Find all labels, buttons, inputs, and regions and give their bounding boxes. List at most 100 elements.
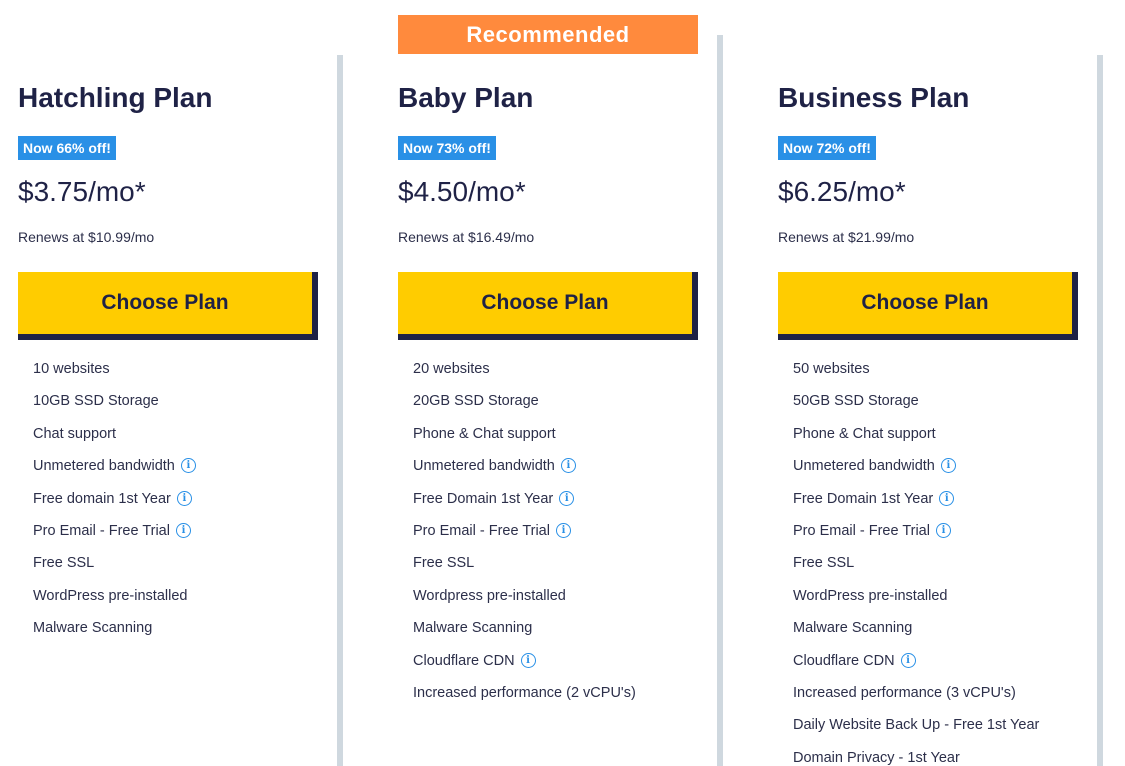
feature-text: Free domain 1st Year: [33, 490, 171, 507]
feature-item: Pro Email - Free Trial i: [413, 520, 636, 552]
choose-plan-button[interactable]: Choose Plan: [398, 272, 698, 340]
feature-text: Increased performance (2 vCPU's): [413, 684, 636, 701]
feature-text: Daily Website Back Up - Free 1st Year: [793, 717, 1040, 734]
feature-text: 20GB SSD Storage: [413, 393, 539, 410]
feature-item: 20GB SSD Storage: [413, 390, 636, 422]
feature-list: 20 websites 20GB SSD Storage Phone & Cha…: [413, 358, 636, 714]
info-icon[interactable]: i: [900, 652, 916, 668]
feature-item: 10 websites: [33, 358, 196, 390]
feature-item: Cloudflare CDN i: [793, 650, 1039, 682]
info-icon[interactable]: i: [560, 458, 576, 474]
plan-price: $6.25/mo*: [778, 176, 906, 207]
feature-item: Pro Email - Free Trial i: [33, 520, 196, 552]
info-icon[interactable]: i: [555, 522, 571, 538]
feature-item: Malware Scanning: [413, 617, 636, 649]
info-icon[interactable]: i: [940, 458, 956, 474]
feature-text: Free Domain 1st Year: [793, 490, 934, 507]
info-icon[interactable]: i: [935, 522, 951, 538]
choose-plan-button[interactable]: Choose Plan: [18, 272, 318, 340]
info-icon[interactable]: i: [520, 652, 536, 668]
feature-text: Pro Email - Free Trial: [413, 522, 550, 539]
feature-text: Free Domain 1st Year: [413, 490, 554, 507]
choose-plan-label: Choose Plan: [18, 272, 312, 334]
feature-item: Phone & Chat support: [793, 423, 1039, 455]
feature-text: Increased performance (3 vCPU's): [793, 684, 1016, 701]
feature-text: 10 websites: [33, 361, 110, 377]
renewal-price: Renews at $21.99/mo: [778, 229, 915, 245]
feature-item: Wordpress pre-installed: [413, 585, 636, 617]
feature-item: Chat support: [33, 423, 196, 455]
feature-text: Malware Scanning: [33, 620, 153, 637]
feature-text: Malware Scanning: [793, 620, 913, 637]
feature-item: Unmetered bandwidth i: [33, 455, 196, 487]
feature-text: Chat support: [33, 425, 117, 442]
feature-text: 50 websites: [793, 361, 870, 377]
feature-text: WordPress pre-installed: [793, 587, 948, 604]
column-divider: [337, 55, 343, 766]
feature-item: Pro Email - Free Trial i: [793, 520, 1039, 552]
feature-item: 20 websites: [413, 358, 636, 390]
feature-text: 10GB SSD Storage: [33, 393, 159, 410]
feature-item: Domain Privacy - 1st Year: [793, 747, 1039, 766]
choose-plan-label: Choose Plan: [398, 272, 692, 334]
renewal-price: Renews at $10.99/mo: [18, 229, 155, 245]
feature-item: 50 websites: [793, 358, 1039, 390]
plan-card-hatchling: Hatchling Plan Now 66% off! $3.75/mo* Re…: [18, 0, 318, 766]
plan-title: Hatchling Plan: [18, 82, 213, 113]
feature-text: Pro Email - Free Trial: [33, 522, 170, 539]
plan-title: Business Plan: [778, 82, 970, 113]
discount-badge: Now 66% off!: [18, 136, 116, 160]
feature-item: Malware Scanning: [33, 617, 196, 649]
feature-item: Malware Scanning: [793, 617, 1039, 649]
feature-text: Phone & Chat support: [793, 425, 936, 442]
feature-text: Domain Privacy - 1st Year: [793, 749, 960, 766]
feature-text: 50GB SSD Storage: [793, 393, 919, 410]
feature-item: Unmetered bandwidth i: [413, 455, 636, 487]
feature-list: 50 websites 50GB SSD Storage Phone & Cha…: [793, 358, 1039, 766]
choose-plan-button[interactable]: Choose Plan: [778, 272, 1078, 340]
feature-item: Unmetered bandwidth i: [793, 455, 1039, 487]
feature-text: Malware Scanning: [413, 620, 533, 637]
feature-item: Free SSL: [793, 552, 1039, 584]
feature-item: Increased performance (3 vCPU's): [793, 682, 1039, 714]
info-icon[interactable]: i: [176, 490, 192, 506]
plan-price: $4.50/mo*: [398, 176, 526, 207]
recommended-banner: Recommended: [398, 15, 698, 54]
feature-item: Free Domain 1st Year i: [793, 488, 1039, 520]
feature-text: Unmetered bandwidth: [33, 458, 175, 475]
feature-item: 10GB SSD Storage: [33, 390, 196, 422]
feature-text: Free SSL: [793, 555, 855, 572]
feature-text: Cloudflare CDN: [793, 652, 895, 669]
renewal-price: Renews at $16.49/mo: [398, 229, 535, 245]
feature-text: Pro Email - Free Trial: [793, 522, 930, 539]
info-icon[interactable]: i: [175, 522, 191, 538]
feature-text: Cloudflare CDN: [413, 652, 515, 669]
feature-list: 10 websites 10GB SSD Storage Chat suppor…: [33, 358, 196, 650]
plan-price: $3.75/mo*: [18, 176, 146, 207]
feature-text: Unmetered bandwidth: [793, 458, 935, 475]
column-divider: [1097, 55, 1103, 766]
feature-item: Daily Website Back Up - Free 1st Year: [793, 714, 1039, 746]
feature-text: Phone & Chat support: [413, 425, 556, 442]
column-divider: [717, 35, 723, 766]
feature-item: WordPress pre-installed: [793, 585, 1039, 617]
feature-text: Free SSL: [33, 555, 95, 572]
discount-badge: Now 73% off!: [398, 136, 496, 160]
feature-item: Free SSL: [413, 552, 636, 584]
discount-badge: Now 72% off!: [778, 136, 876, 160]
feature-text: 20 websites: [413, 361, 490, 377]
feature-item: WordPress pre-installed: [33, 585, 196, 617]
info-icon[interactable]: i: [559, 490, 575, 506]
plan-card-baby: Recommended Baby Plan Now 73% off! $4.50…: [398, 0, 698, 766]
feature-item: 50GB SSD Storage: [793, 390, 1039, 422]
feature-text: Free SSL: [413, 555, 475, 572]
feature-text: Wordpress pre-installed: [413, 587, 566, 604]
info-icon[interactable]: i: [180, 458, 196, 474]
feature-item: Free Domain 1st Year i: [413, 488, 636, 520]
feature-item: Cloudflare CDN i: [413, 650, 636, 682]
feature-text: WordPress pre-installed: [33, 587, 188, 604]
feature-item: Free domain 1st Year i: [33, 488, 196, 520]
choose-plan-label: Choose Plan: [778, 272, 1072, 334]
info-icon[interactable]: i: [939, 490, 955, 506]
